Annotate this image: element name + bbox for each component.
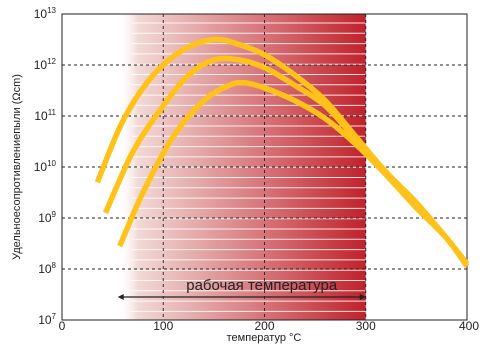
y-tick-exponent: 8 [52, 261, 57, 270]
y-axis-label: Удельноесопротивлениепыли (Ωcm) [11, 74, 23, 260]
y-tick-base: 10 [38, 211, 52, 225]
y-tick-exponent: 7 [52, 312, 57, 321]
plot-frame [61, 13, 468, 321]
y-tick-exponent: 11 [48, 108, 57, 117]
y-tick-label: 109 [38, 210, 56, 225]
y-tick-base: 10 [38, 262, 52, 276]
y-tick-label: 1011 [34, 108, 56, 123]
y-tick-base: 10 [38, 313, 52, 327]
y-tick-exponent: 10 [47, 159, 56, 168]
x-tick-label: 400 [459, 319, 479, 333]
y-tick-base: 10 [34, 160, 48, 174]
resistivity-curve-3 [117, 79, 470, 269]
x-tick-labels: 0 100 200 300 400 [59, 319, 480, 333]
range-arrow-head-left [117, 294, 124, 300]
y-tick-label: 1013 [34, 6, 57, 21]
y-tick-exponent: 13 [47, 6, 56, 15]
y-tick-base: 10 [34, 58, 48, 72]
range-arrow-head-right [359, 294, 366, 300]
x-tick-label: 100 [153, 319, 173, 333]
curves [94, 36, 470, 269]
y-tick-label: 1012 [34, 57, 57, 72]
y-tick-label: 1010 [34, 159, 57, 174]
y-tick-base: 10 [34, 109, 48, 123]
y-tick-exponent: 12 [47, 57, 56, 66]
operating-range-arrow: рабочая температура [117, 277, 366, 300]
x-axis-label: температур °C [227, 332, 302, 344]
x-tick-label: 300 [356, 319, 376, 333]
y-tick-label: 108 [38, 261, 56, 276]
y-tick-exponent: 9 [52, 210, 57, 219]
x-tick-label: 200 [254, 319, 274, 333]
y-tick-label: 107 [38, 312, 56, 327]
operating-range-label: рабочая температура [186, 277, 338, 294]
y-tick-base: 10 [34, 7, 48, 21]
x-tick-label: 0 [59, 319, 66, 333]
